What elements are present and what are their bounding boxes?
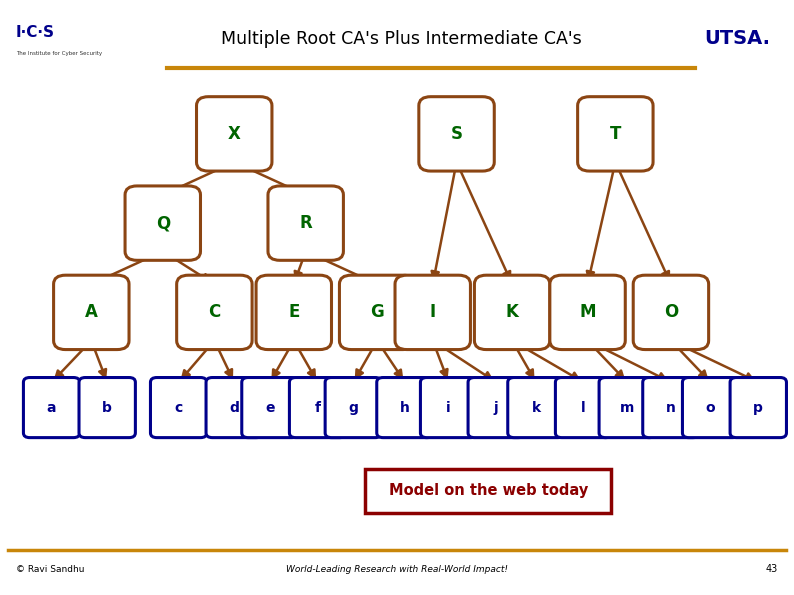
FancyBboxPatch shape bbox=[340, 275, 414, 349]
Text: Multiple Root CA's Plus Intermediate CA's: Multiple Root CA's Plus Intermediate CA'… bbox=[221, 30, 581, 48]
FancyBboxPatch shape bbox=[634, 275, 708, 349]
FancyBboxPatch shape bbox=[468, 377, 525, 438]
FancyBboxPatch shape bbox=[256, 275, 332, 349]
Text: c: c bbox=[175, 400, 183, 415]
Text: UTSA.: UTSA. bbox=[704, 29, 770, 48]
FancyBboxPatch shape bbox=[730, 377, 786, 438]
Text: I·C·S: I·C·S bbox=[16, 25, 55, 40]
FancyBboxPatch shape bbox=[556, 377, 611, 438]
Text: Model on the web today: Model on the web today bbox=[389, 483, 588, 499]
Text: j: j bbox=[494, 400, 499, 415]
FancyBboxPatch shape bbox=[421, 377, 476, 438]
Text: d: d bbox=[229, 400, 239, 415]
FancyBboxPatch shape bbox=[643, 377, 700, 438]
Text: O: O bbox=[664, 303, 678, 321]
FancyBboxPatch shape bbox=[577, 96, 653, 171]
Text: T: T bbox=[610, 125, 621, 143]
FancyBboxPatch shape bbox=[682, 377, 739, 438]
FancyBboxPatch shape bbox=[241, 377, 299, 438]
Text: p: p bbox=[754, 400, 763, 415]
Text: I: I bbox=[430, 303, 436, 321]
Text: m: m bbox=[620, 400, 634, 415]
Text: 43: 43 bbox=[766, 565, 778, 574]
Text: l: l bbox=[581, 400, 586, 415]
FancyBboxPatch shape bbox=[376, 377, 434, 438]
Text: World-Leading Research with Real-World Impact!: World-Leading Research with Real-World I… bbox=[286, 565, 508, 574]
Text: E: E bbox=[288, 303, 299, 321]
Text: h: h bbox=[400, 400, 410, 415]
Text: K: K bbox=[506, 303, 518, 321]
Text: The Institute for Cyber Security: The Institute for Cyber Security bbox=[16, 51, 102, 56]
FancyBboxPatch shape bbox=[475, 275, 549, 349]
Text: i: i bbox=[446, 400, 451, 415]
Text: R: R bbox=[299, 214, 312, 232]
FancyBboxPatch shape bbox=[268, 186, 343, 261]
Text: S: S bbox=[450, 125, 463, 143]
Text: o: o bbox=[706, 400, 715, 415]
FancyBboxPatch shape bbox=[395, 275, 470, 349]
FancyBboxPatch shape bbox=[289, 377, 345, 438]
FancyBboxPatch shape bbox=[177, 275, 252, 349]
Text: © Ravi Sandhu: © Ravi Sandhu bbox=[16, 565, 84, 574]
FancyBboxPatch shape bbox=[125, 186, 200, 261]
Text: n: n bbox=[666, 400, 676, 415]
Text: Q: Q bbox=[156, 214, 170, 232]
Text: e: e bbox=[265, 400, 275, 415]
FancyBboxPatch shape bbox=[79, 377, 135, 438]
FancyBboxPatch shape bbox=[54, 275, 129, 349]
FancyBboxPatch shape bbox=[508, 377, 564, 438]
Text: A: A bbox=[85, 303, 98, 321]
Text: G: G bbox=[370, 303, 384, 321]
Text: a: a bbox=[47, 400, 56, 415]
FancyBboxPatch shape bbox=[326, 377, 381, 438]
FancyBboxPatch shape bbox=[365, 469, 611, 513]
Text: k: k bbox=[531, 400, 541, 415]
FancyBboxPatch shape bbox=[150, 377, 206, 438]
FancyBboxPatch shape bbox=[599, 377, 656, 438]
Text: X: X bbox=[228, 125, 241, 143]
Text: g: g bbox=[349, 400, 358, 415]
Text: C: C bbox=[208, 303, 221, 321]
FancyBboxPatch shape bbox=[206, 377, 262, 438]
FancyBboxPatch shape bbox=[549, 275, 626, 349]
Text: f: f bbox=[314, 400, 321, 415]
FancyBboxPatch shape bbox=[196, 96, 272, 171]
FancyBboxPatch shape bbox=[419, 96, 494, 171]
Text: b: b bbox=[102, 400, 112, 415]
Text: M: M bbox=[580, 303, 596, 321]
FancyBboxPatch shape bbox=[24, 377, 79, 438]
